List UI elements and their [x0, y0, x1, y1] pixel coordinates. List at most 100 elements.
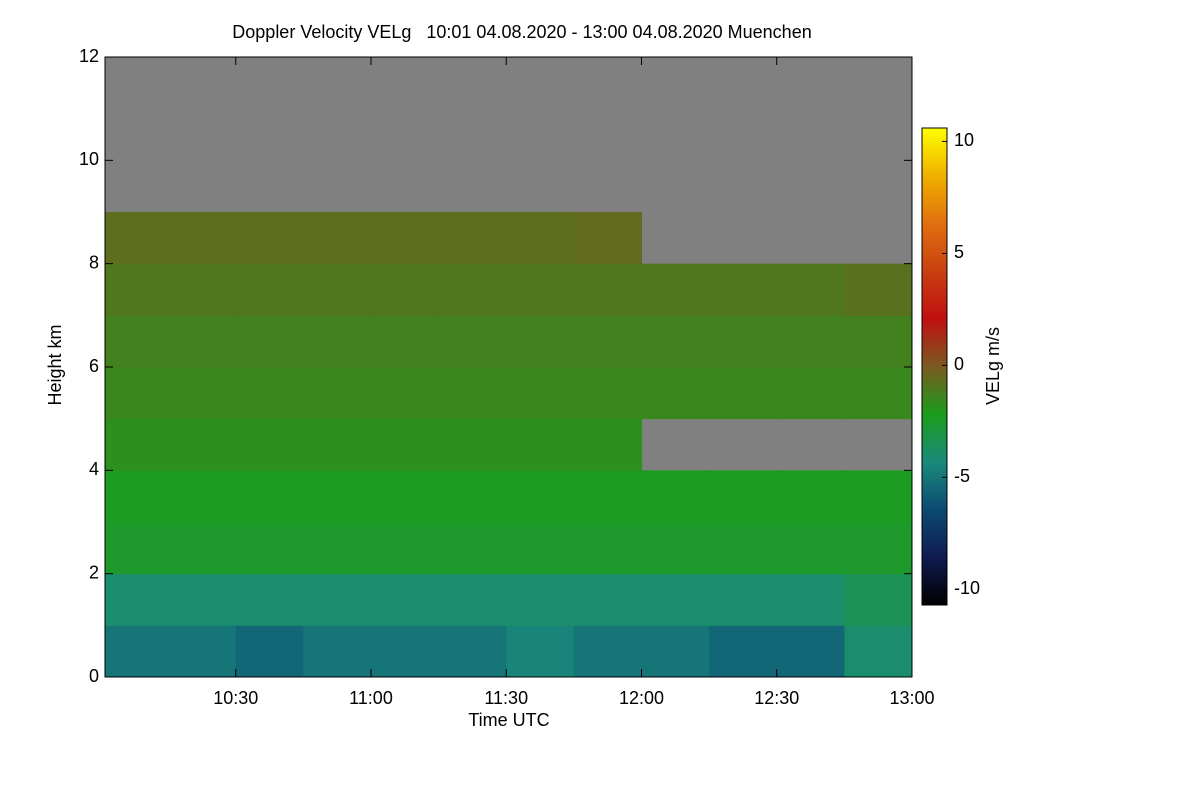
heatmap-cell — [573, 522, 642, 575]
heatmap-cell — [168, 418, 237, 471]
heatmap-cell — [641, 522, 710, 575]
y-tick-label: 10 — [79, 149, 99, 169]
heatmap-cell — [105, 367, 169, 420]
heatmap-cell — [573, 212, 642, 265]
heatmap-cell — [370, 625, 440, 678]
colorbar-tick-label: 10 — [954, 130, 974, 150]
heatmap-cell — [303, 367, 372, 420]
heatmap-cell — [235, 418, 304, 471]
heatmap-cell — [844, 470, 913, 523]
heatmap-cell — [573, 470, 642, 523]
heatmap-cell — [573, 418, 642, 471]
heatmap-cell — [506, 315, 575, 368]
heatmap-cell — [776, 263, 845, 316]
heatmap-cell — [776, 367, 845, 420]
heatmap-cell — [303, 470, 372, 523]
heatmap-cell — [303, 522, 372, 575]
heatmap-cell — [235, 625, 304, 678]
heatmap-cell — [303, 418, 372, 471]
heatmap-cell — [438, 315, 507, 368]
heatmap-cell — [303, 263, 372, 316]
heatmap-cell — [641, 263, 710, 316]
heatmap-cell — [370, 418, 440, 471]
heatmap-cell — [438, 212, 507, 265]
heatmap-cell — [168, 625, 237, 678]
heatmap-cell — [506, 522, 575, 575]
heatmap-cell — [105, 263, 169, 316]
heatmap-cell — [641, 625, 710, 678]
heatmap-cell — [370, 263, 440, 316]
heatmap-cell — [105, 522, 169, 575]
x-tick-label: 12:00 — [619, 688, 664, 708]
heatmap-cell — [506, 470, 575, 523]
x-tick-label: 10:30 — [213, 688, 258, 708]
heatmap-cell — [573, 573, 642, 626]
heatmap-cell — [776, 315, 845, 368]
heatmap-cell — [709, 470, 778, 523]
heatmap-cell — [438, 625, 507, 678]
heatmap-cell — [105, 625, 169, 678]
heatmap-cell — [709, 625, 778, 678]
heatmap-cell — [235, 522, 304, 575]
heatmap-cell — [641, 470, 710, 523]
heatmap-cell — [438, 522, 507, 575]
x-tick-label: 11:00 — [349, 688, 393, 708]
heatmap-cell — [506, 212, 575, 265]
heatmap-cell — [370, 522, 440, 575]
x-tick-label: 13:00 — [889, 688, 934, 708]
chart-title: Doppler Velocity VELg 10:01 04.08.2020 -… — [232, 22, 811, 42]
heatmap-cell — [105, 212, 169, 265]
heatmap-cells — [105, 212, 913, 678]
colorbar-tick-label: 5 — [954, 242, 964, 262]
heatmap-cell — [303, 315, 372, 368]
heatmap-cell — [641, 367, 710, 420]
heatmap-cell — [168, 573, 237, 626]
heatmap-cell — [709, 263, 778, 316]
heatmap-cell — [506, 418, 575, 471]
heatmap-cell — [844, 522, 913, 575]
heatmap-cell — [235, 212, 304, 265]
heatmap-cell — [844, 367, 913, 420]
heatmap-cell — [168, 263, 237, 316]
colorbar-label: VELg m/s — [983, 327, 1003, 405]
heatmap-cell — [776, 522, 845, 575]
heatmap-cell — [168, 212, 237, 265]
heatmap-cell — [168, 315, 237, 368]
heatmap-cell — [709, 522, 778, 575]
colorbar-tick-label: -5 — [954, 466, 970, 486]
heatmap-cell — [844, 263, 913, 316]
heatmap-cell — [506, 263, 575, 316]
heatmap-cell — [438, 263, 507, 316]
heatmap-cell — [168, 367, 237, 420]
heatmap-cell — [168, 522, 237, 575]
heatmap-cell — [370, 212, 440, 265]
heatmap-cell — [438, 470, 507, 523]
heatmap-cell — [370, 367, 440, 420]
heatmap-cell — [506, 367, 575, 420]
heatmap-cell — [709, 573, 778, 626]
heatmap-cell — [370, 470, 440, 523]
y-tick-label: 0 — [89, 666, 99, 686]
heatmap-cell — [370, 573, 440, 626]
heatmap-cell — [844, 573, 913, 626]
heatmap-cell — [641, 573, 710, 626]
heatmap-cell — [235, 470, 304, 523]
heatmap-cell — [506, 573, 575, 626]
heatmap-cell — [105, 470, 169, 523]
heatmap-cell — [105, 315, 169, 368]
heatmap-cell — [303, 625, 372, 678]
heatmap-cell — [573, 625, 642, 678]
colorbar-tick-label: -10 — [954, 578, 980, 598]
x-tick-label: 12:30 — [754, 688, 799, 708]
colorbar — [921, 127, 948, 606]
heatmap-cell — [573, 263, 642, 316]
heatmap-cell — [235, 367, 304, 420]
heatmap-cell — [709, 367, 778, 420]
heatmap-cell — [168, 470, 237, 523]
heatmap-cell — [303, 212, 372, 265]
y-tick-label: 6 — [89, 356, 99, 376]
heatmap-cell — [844, 625, 913, 678]
heatmap-cell — [776, 625, 845, 678]
heatmap-cell — [776, 470, 845, 523]
